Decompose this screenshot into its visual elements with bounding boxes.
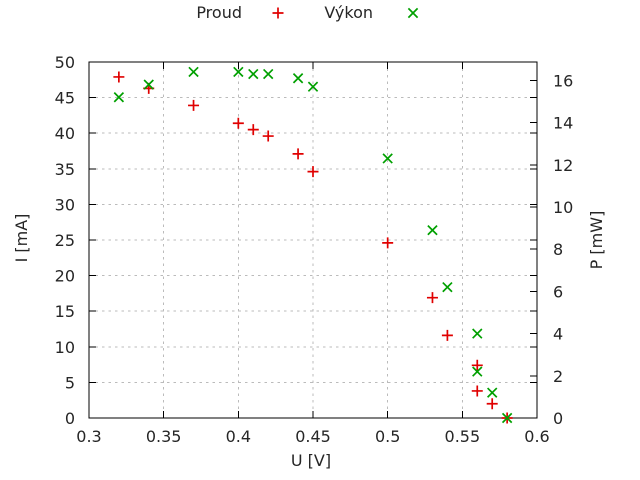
legend-label-vykon: Výkon [324, 3, 373, 22]
data-point-marker-plus [262, 130, 274, 142]
y-tick-label: 30 [55, 195, 75, 214]
y2-axis-label: P [mW] [587, 210, 606, 270]
legend-label-proud: Proud [196, 3, 242, 22]
x-tick-label: 0.35 [146, 427, 182, 446]
y2-tick-label: 4 [553, 325, 563, 344]
x-tick-label: 0.55 [445, 427, 481, 446]
data-point-marker-cross [486, 387, 498, 398]
data-point-marker-plus [441, 329, 453, 341]
data-point-marker-cross [501, 412, 513, 424]
y-tick-label: 50 [55, 53, 75, 72]
x-tick-label: 0.45 [295, 427, 331, 446]
data-point-marker-plus [471, 385, 483, 397]
data-point-marker-cross [143, 79, 154, 90]
data-point-marker-cross [382, 153, 393, 164]
data-point-marker-cross [113, 92, 125, 103]
data-point-marker-plus [426, 292, 438, 304]
y-tick-label: 10 [55, 338, 75, 357]
data-point-marker-plus [292, 148, 304, 160]
x-axis-label: U [V] [290, 451, 332, 470]
y-tick-label: 45 [55, 89, 75, 108]
y-tick-label: 15 [55, 302, 75, 321]
x-tick-label: 0.5 [375, 427, 400, 446]
data-point-marker-cross [248, 68, 259, 80]
gridlines [89, 62, 537, 418]
data-point-marker-cross [472, 328, 483, 339]
y-tick-label: 25 [55, 231, 75, 250]
y-tick-label: 35 [55, 160, 75, 179]
data-point-marker-plus [307, 166, 319, 178]
legend-markers [272, 7, 419, 19]
series-proud [113, 71, 513, 424]
y2-tick-label: 14 [553, 114, 573, 133]
y2-tick-label: 0 [553, 409, 563, 428]
series-výkon [113, 66, 513, 424]
data-point-marker-plus [188, 99, 200, 111]
y-tick-label: 0 [65, 409, 75, 428]
data-point-marker-plus [471, 359, 483, 371]
data-point-marker-cross [407, 7, 419, 19]
y-axis-label: I [mA] [12, 213, 31, 263]
data-point-marker-cross [442, 281, 453, 293]
y2-tick-label: 16 [553, 71, 573, 90]
data-point-marker-plus [232, 117, 244, 129]
y2-tick-label: 8 [553, 240, 563, 259]
y2-tick-label: 12 [553, 156, 573, 175]
data-point-marker-plus [382, 237, 394, 249]
x-tick-label: 0.4 [226, 427, 251, 446]
data-point-marker-cross [427, 224, 438, 236]
data-point-marker-plus [486, 398, 498, 410]
data-point-marker-cross [292, 73, 304, 84]
data-point-marker-plus [247, 124, 259, 136]
y-tick-label: 5 [65, 373, 75, 392]
y2-tick-label: 10 [553, 198, 573, 217]
x-tick-label: 0.6 [524, 427, 549, 446]
x-tick-label: 0.3 [76, 427, 101, 446]
y2-tick-label: 2 [553, 367, 563, 386]
y-tick-label: 40 [55, 124, 75, 143]
data-point-marker-cross [307, 81, 319, 92]
data-point-marker-cross [472, 366, 483, 377]
data-point-marker-cross [262, 68, 274, 80]
y-tick-label: 20 [55, 267, 75, 286]
data-point-marker-plus [113, 71, 125, 83]
axis-ticks [88, 61, 538, 419]
data-point-marker-cross [233, 66, 244, 78]
data-point-marker-cross [188, 66, 199, 78]
data-point-marker-plus [272, 7, 284, 19]
y2-tick-label: 6 [553, 282, 563, 301]
tick-labels: 0.3 0.35 0.4 0.45 0.5 0.55 0.60510152025303540… [55, 53, 574, 446]
